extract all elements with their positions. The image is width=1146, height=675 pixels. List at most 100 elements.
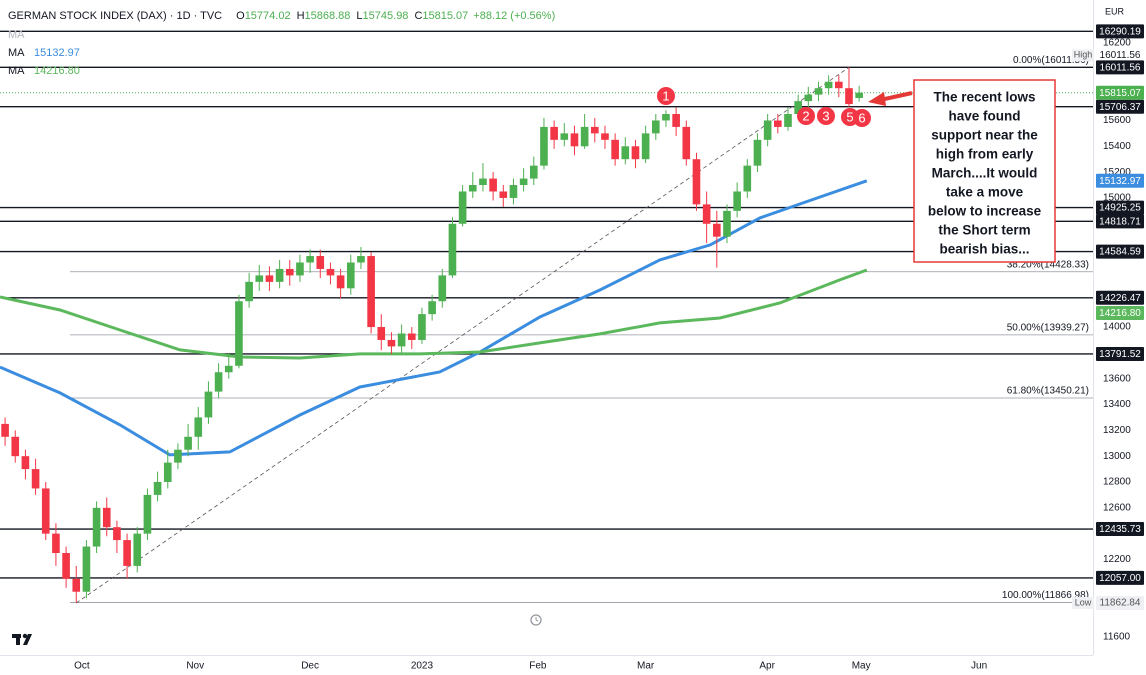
y-tick-label: 14000 xyxy=(1103,322,1131,333)
candle-body xyxy=(377,327,386,340)
y-tick-label: 15200 xyxy=(1103,167,1131,178)
marker-label: 5 xyxy=(846,109,853,124)
low-tag-label: Low xyxy=(1075,597,1092,607)
level-label-box xyxy=(1096,60,1144,75)
candle-body xyxy=(672,114,680,127)
candle-body xyxy=(855,92,863,98)
y-tick-label: 12200 xyxy=(1103,554,1131,565)
candle-body xyxy=(540,126,548,166)
candle-body xyxy=(763,120,772,140)
low-tag xyxy=(1072,596,1094,609)
last-price-label: 15815.07 xyxy=(1099,88,1141,99)
candle-body xyxy=(143,494,152,534)
header-title: GERMAN STOCK INDEX (DAX) · 1D · TVC xyxy=(8,10,222,22)
candle-body xyxy=(336,275,345,289)
candle-body xyxy=(123,540,131,566)
currency: EUR xyxy=(1105,6,1125,16)
annotation-line: support near the xyxy=(931,128,1038,143)
candle-body xyxy=(265,275,274,282)
candle-body xyxy=(41,488,50,534)
candle-body xyxy=(733,191,741,211)
candle-body xyxy=(428,301,436,315)
candle-body xyxy=(357,256,365,263)
candle-body xyxy=(712,223,721,237)
fib-label: 61.80%(13450.21) xyxy=(1007,386,1089,397)
y-tick-label: 15000 xyxy=(1103,193,1131,204)
marker-circle xyxy=(657,87,675,105)
level-label: 14584.59 xyxy=(1099,247,1141,258)
candle-body xyxy=(702,204,711,224)
ma-price-label: 15132.97 xyxy=(1099,176,1141,187)
y-tick-label: 11600 xyxy=(1103,632,1131,643)
candle-body xyxy=(824,81,833,89)
ma-price-label-box xyxy=(1096,306,1144,321)
y-tick-label: 12600 xyxy=(1103,502,1131,513)
marker-circle xyxy=(853,109,871,127)
candle-body xyxy=(641,133,650,160)
fib-label: 0.00%(16011.56) xyxy=(1013,55,1089,66)
candle-body xyxy=(1,423,9,437)
x-tick-label: 2023 xyxy=(411,661,434,672)
y-tick-label: 12800 xyxy=(1103,477,1131,488)
level-label-box xyxy=(1096,570,1144,585)
candle-body xyxy=(418,314,426,340)
candle-body xyxy=(397,333,406,347)
candle-body xyxy=(590,126,599,134)
ma-line xyxy=(0,268,868,360)
level-label: 13791.52 xyxy=(1099,349,1141,360)
high-price: 16011.56 xyxy=(1100,50,1141,61)
annotation-line: take a move xyxy=(946,185,1024,200)
candle-body xyxy=(255,275,264,282)
ohlc-value: 15774.02 xyxy=(245,10,291,22)
candle-body xyxy=(326,268,335,276)
low-price: 11862.84 xyxy=(1100,598,1141,609)
candle-body xyxy=(621,146,630,160)
candle-body xyxy=(367,256,375,328)
candle-body xyxy=(835,81,843,89)
marker-label: 3 xyxy=(822,108,829,123)
annotation-line: high from early xyxy=(936,147,1034,162)
level-label-box xyxy=(1096,99,1144,114)
candle-body xyxy=(570,133,579,147)
annotation-line: The recent lows xyxy=(933,90,1035,105)
y-tick-label: 13600 xyxy=(1103,373,1131,384)
candle-body xyxy=(580,126,589,147)
ohlc-value: 15868.88 xyxy=(305,10,351,22)
arrow-head xyxy=(868,92,886,106)
y-tick-label: 13400 xyxy=(1103,399,1131,410)
level-label-box xyxy=(1096,244,1144,259)
candle-body xyxy=(438,275,447,302)
candle-body xyxy=(72,578,81,592)
marker-circle xyxy=(817,107,835,125)
candle-body xyxy=(306,256,314,263)
candle-body xyxy=(316,256,325,269)
candle-body xyxy=(753,139,762,166)
low-box xyxy=(1096,595,1144,610)
ohlc-value: 15745.98 xyxy=(363,10,409,22)
candle-body xyxy=(214,372,223,392)
candle-body xyxy=(62,552,70,579)
candle-body xyxy=(235,301,243,366)
arrow-shaft xyxy=(879,91,913,102)
candle-body xyxy=(519,178,528,186)
annotation-line: have found xyxy=(948,109,1020,124)
annotation-line: bearish bias... xyxy=(939,242,1029,257)
candle-body xyxy=(163,462,172,482)
x-tick-label: Jun xyxy=(971,661,987,672)
candle-body xyxy=(184,436,192,450)
candle-body xyxy=(21,456,30,470)
y-tick-label: 13200 xyxy=(1103,425,1131,436)
ma-price-label: 14216.80 xyxy=(1099,308,1141,319)
level-label: 14226.47 xyxy=(1099,293,1141,304)
annotation-line: March....It would xyxy=(932,166,1038,181)
level-label: 12435.73 xyxy=(1099,524,1141,535)
candle-body xyxy=(529,165,538,179)
candle-body xyxy=(723,210,731,237)
high-tag xyxy=(1072,49,1094,62)
candle-body xyxy=(153,481,162,495)
candle-body xyxy=(784,114,792,127)
candle-body xyxy=(479,178,487,186)
candle-body xyxy=(692,159,701,205)
candle-body xyxy=(458,191,467,224)
annotation-line: the Short term xyxy=(938,223,1030,238)
